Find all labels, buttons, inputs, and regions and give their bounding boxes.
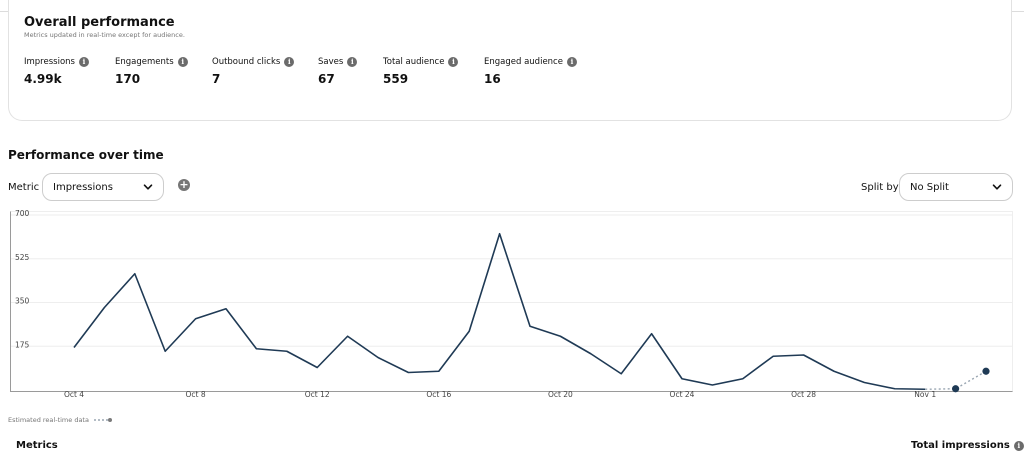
chart-frame [10,211,1013,392]
stat-impressions: Impressions i 4.99k [24,57,89,86]
stat-total-audience: Total audience i 559 [383,57,459,86]
x-tick-label: Nov 1 [914,390,936,399]
stat-label: Outbound clicks [212,57,281,67]
info-icon[interactable]: i [347,57,358,67]
x-tick-label: Oct 28 [791,390,816,399]
y-tick-label: 175 [15,340,30,349]
performance-over-time-title: Performance over time [8,148,164,162]
estimated-legend-swatch [93,418,112,422]
split-select-value: No Split [910,181,949,193]
stat-label: Engagements [115,57,174,67]
info-icon[interactable]: i [284,57,295,67]
impressions-series-line [73,232,926,391]
info-icon[interactable]: i [448,57,459,67]
x-tick-label: Oct 16 [426,390,451,399]
info-icon[interactable]: i [177,57,188,67]
estimated-point [952,385,960,393]
stat-value: 170 [115,72,141,86]
overall-performance-card: Overall performance Metrics updated in r… [8,0,1012,121]
estimated-legend-label: Estimated real-time data [8,416,89,424]
x-tick-label: Oct 12 [305,390,330,399]
performance-chart: 175 350 525 700 Oct 4 Oct 8 Oct 12 Oct 16 Oct 20… [11,209,1012,399]
split-by-select[interactable]: No Split [899,173,1013,201]
overview-subtitle: Metrics updated in real-time except for … [24,31,185,39]
estimated-point [982,367,990,375]
stat-value: 67 [318,72,335,86]
stat-saves: Saves i 67 [318,57,358,86]
estimated-series-line [925,370,987,390]
info-icon[interactable]: i [1013,440,1024,451]
x-tick-label: Oct 4 [64,390,84,399]
stat-label: Saves [318,57,344,67]
x-tick-label: Oct 8 [186,390,206,399]
metric-select[interactable]: Impressions [42,173,164,201]
stat-label: Total audience [383,57,445,67]
y-tick-label: 525 [15,253,30,262]
stat-value: 4.99k [24,72,62,86]
metric-label: Metric [8,182,40,193]
x-tick-label: Oct 20 [548,390,573,399]
stat-outbound-clicks: Outbound clicks i 7 [212,57,295,86]
chart-legend: Estimated real-time data [8,416,113,424]
info-icon[interactable]: i [78,57,89,67]
total-impressions-heading: Total impressions i [911,440,1024,451]
chevron-down-icon [992,184,1002,190]
stat-engaged-audience: Engaged audience i 16 [484,57,577,86]
stat-label: Impressions [24,57,75,67]
x-tick-label: Oct 24 [670,390,695,399]
y-tick-label: 700 [15,209,30,218]
total-impressions-label: Total impressions [911,440,1010,451]
stat-value: 559 [383,72,409,86]
stat-value: 16 [484,72,501,86]
overview-title: Overall performance [24,15,175,30]
metrics-heading: Metrics [16,440,58,451]
info-icon[interactable]: i [566,57,577,67]
chevron-down-icon [143,184,153,190]
add-metric-button[interactable]: + [178,178,190,191]
stat-engagements: Engagements i 170 [115,57,188,86]
stat-value: 7 [212,72,221,86]
stat-label: Engaged audience [484,57,563,67]
y-tick-label: 350 [15,297,30,306]
split-by-label: Split by [861,182,899,193]
metric-select-value: Impressions [53,181,113,193]
